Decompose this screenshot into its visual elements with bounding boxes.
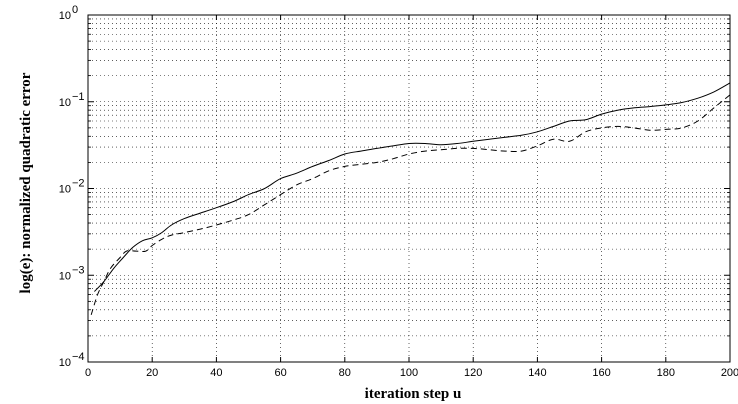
series-line-dashed bbox=[90, 94, 731, 315]
y-tick-label: 10 bbox=[59, 10, 71, 22]
y-tick-label: 10 bbox=[59, 97, 71, 109]
series-line-solid bbox=[94, 82, 731, 292]
y-tick-label: 10 bbox=[59, 184, 71, 196]
y-tick-label: 10 bbox=[59, 357, 71, 369]
y-tick-label-exponent: −2 bbox=[72, 178, 85, 190]
x-tick-label: 200 bbox=[721, 367, 738, 379]
y-tick-label-exponent: 0 bbox=[72, 4, 78, 16]
y-tick-label-exponent: −4 bbox=[72, 351, 85, 363]
y-tick-label-exponent: −3 bbox=[72, 264, 85, 276]
x-tick-label: 0 bbox=[85, 367, 91, 379]
x-tick-label: 40 bbox=[210, 367, 222, 379]
series-lines bbox=[90, 82, 731, 315]
y-tick-label: 10 bbox=[59, 270, 71, 282]
y-axis-label: log(e): normalized quadratic error bbox=[18, 72, 34, 293]
y-tick-label-exponent: −1 bbox=[72, 91, 85, 103]
x-tick-label: 80 bbox=[339, 367, 351, 379]
grid bbox=[88, 15, 730, 362]
x-tick-label: 20 bbox=[146, 367, 158, 379]
x-tick-label: 180 bbox=[657, 367, 675, 379]
x-tick-label: 120 bbox=[464, 367, 482, 379]
x-tick-label: 160 bbox=[592, 367, 610, 379]
x-tick-label: 60 bbox=[274, 367, 286, 379]
x-tick-label: 100 bbox=[400, 367, 418, 379]
x-axis-label: iteration step u bbox=[365, 386, 462, 402]
x-tick-label: 140 bbox=[528, 367, 546, 379]
